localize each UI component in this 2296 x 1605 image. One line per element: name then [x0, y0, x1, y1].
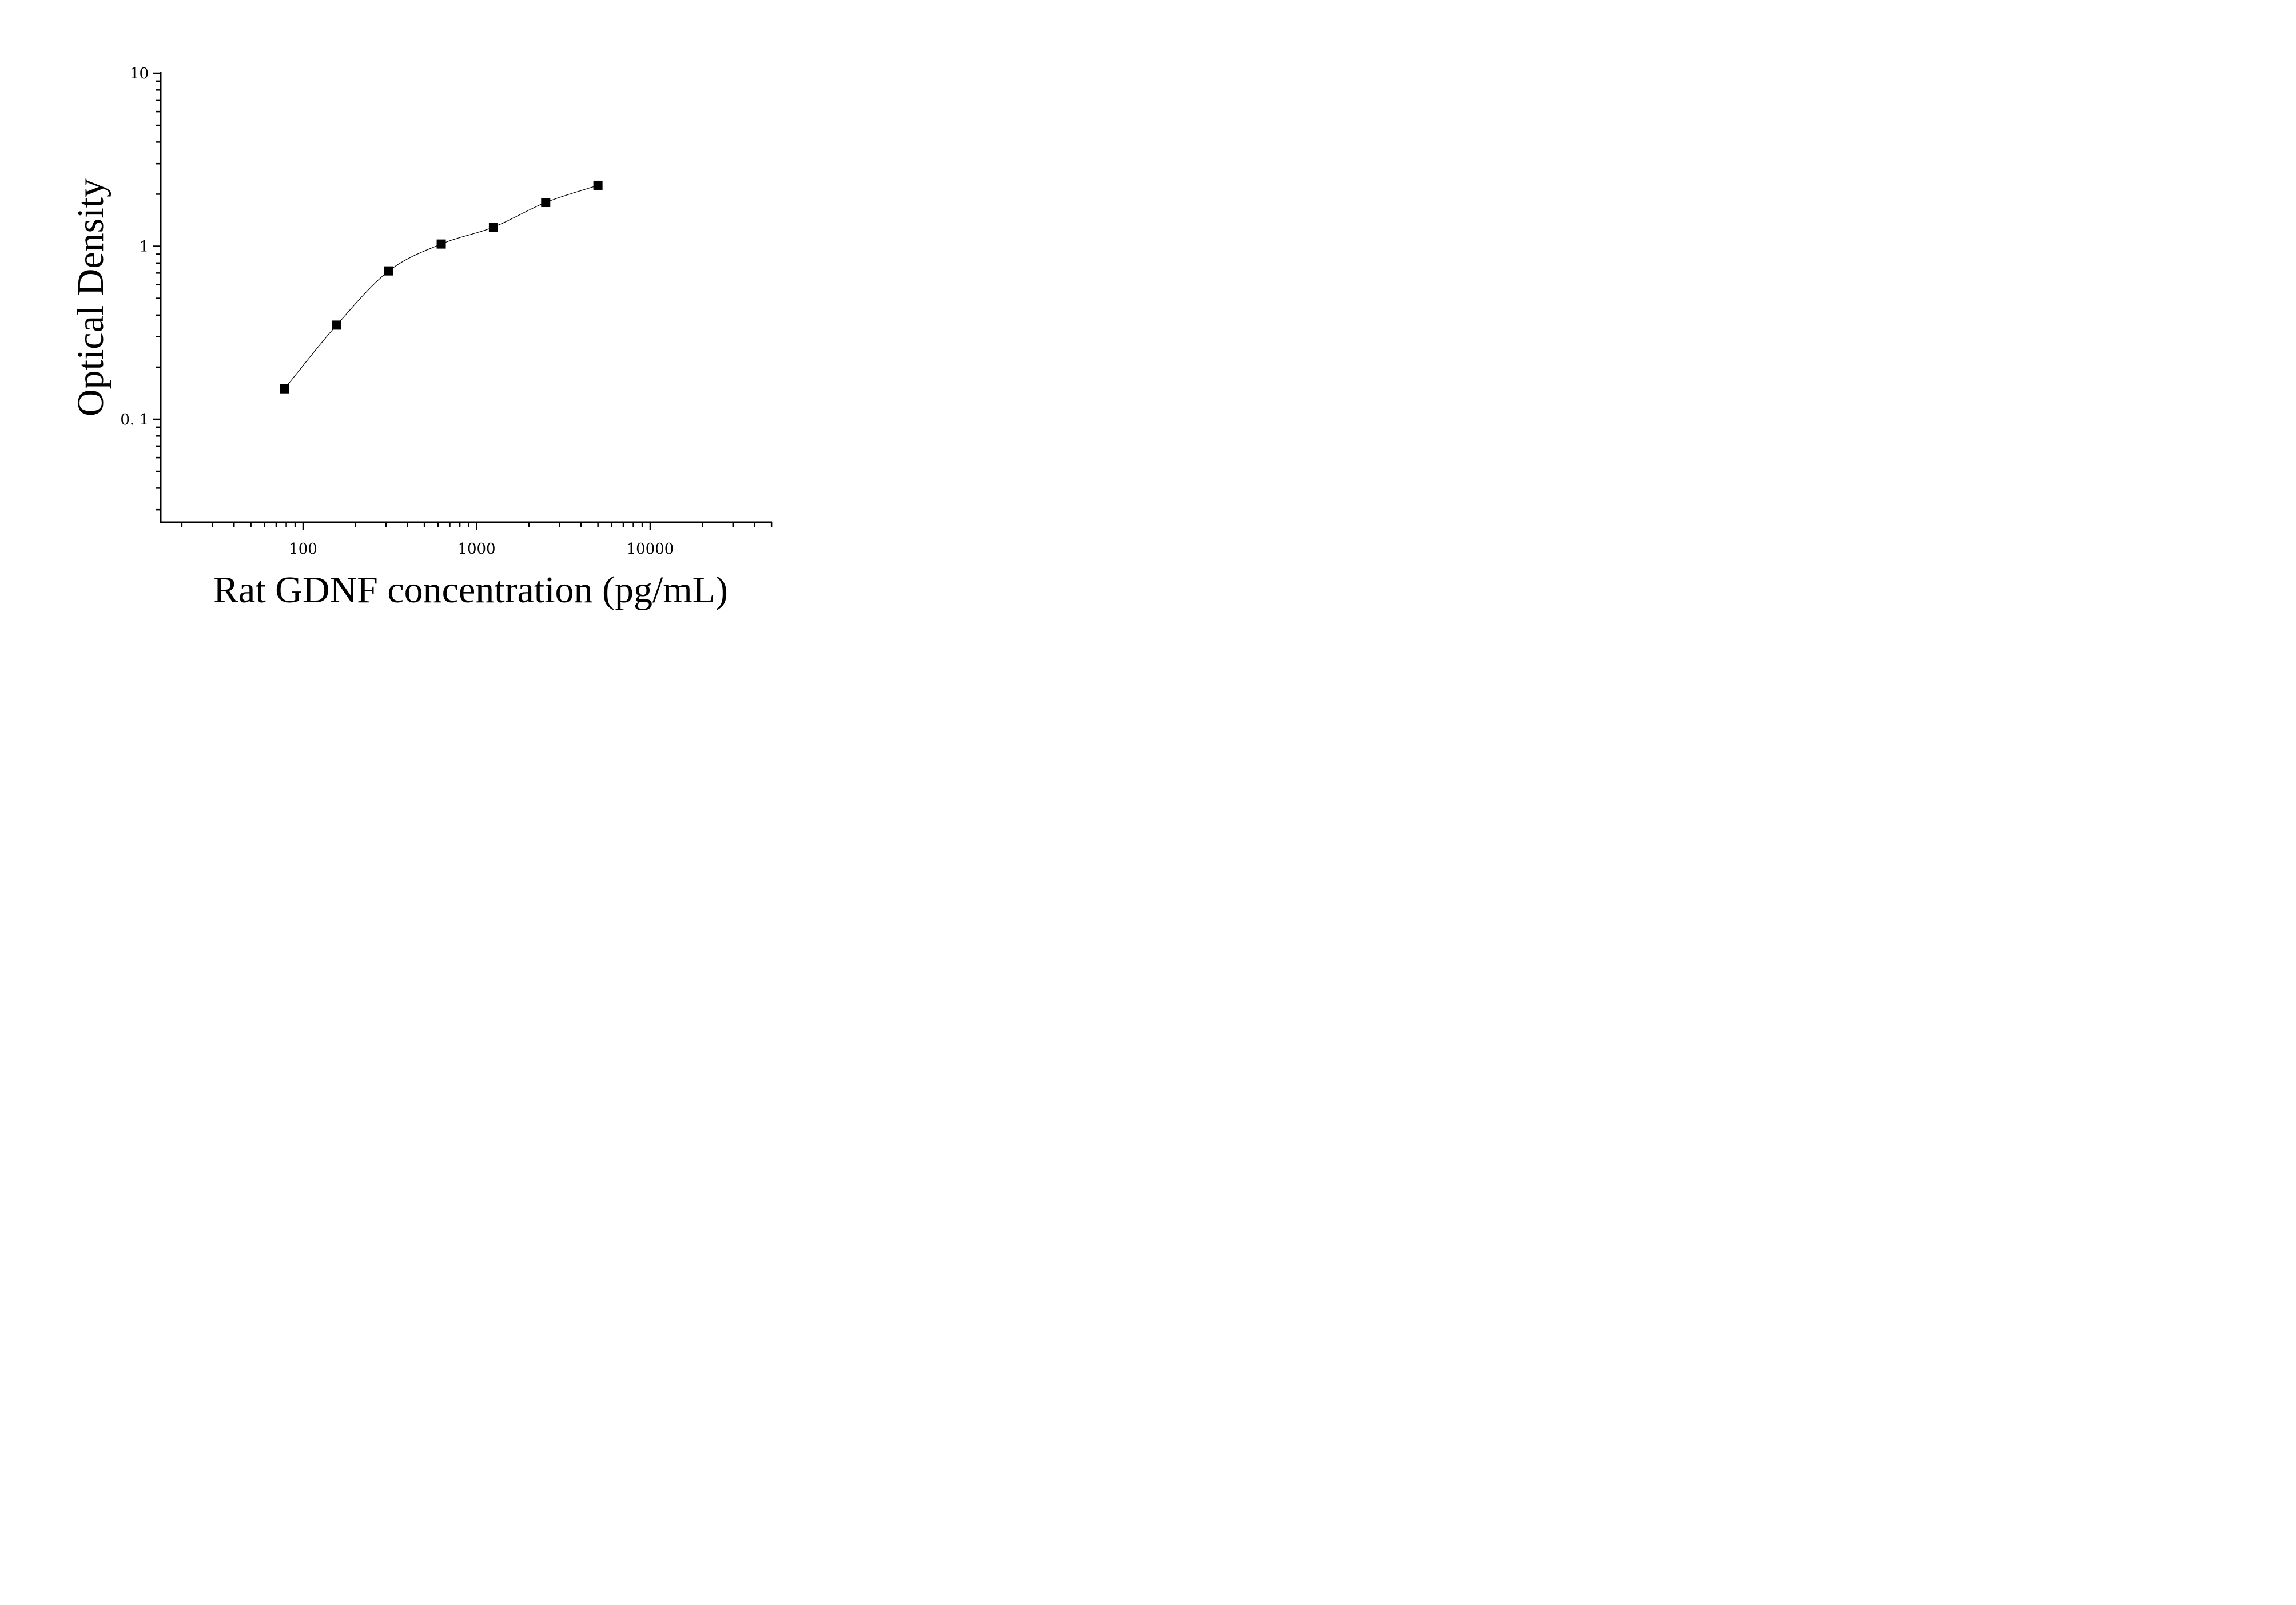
x-tick-label: 100 — [289, 541, 317, 558]
standard-curve-chart: 0. 1 1 10 100 1000 10000 Rat GDNF concentrat… — [70, 65, 773, 611]
x-axis-title: Rat GDNF concentration (pg/mL) — [213, 569, 728, 611]
data-point-marker — [593, 180, 603, 190]
x-tick-label: 10000 — [627, 541, 674, 558]
data-point-marker — [541, 198, 551, 208]
x-tick-label: 1000 — [457, 541, 495, 558]
y-axis-tick-labels: 0. 1 1 10 — [120, 65, 149, 428]
y-tick-label: 0. 1 — [120, 411, 149, 428]
data-point-marker — [280, 384, 289, 394]
y-tick-label: 1 — [139, 239, 149, 256]
data-point-marker — [332, 320, 341, 330]
data-points — [280, 180, 603, 394]
y-axis-title: Optical Density — [70, 178, 112, 416]
y-axis-ticks — [153, 72, 161, 511]
x-axis-ticks — [181, 522, 773, 530]
fit-curve — [284, 185, 598, 390]
y-tick-label: 10 — [130, 65, 149, 82]
data-point-marker — [436, 239, 446, 249]
data-point-marker — [384, 266, 393, 276]
x-axis-tick-labels: 100 1000 10000 — [289, 541, 674, 558]
data-point-marker — [488, 223, 498, 232]
axes — [160, 72, 772, 523]
